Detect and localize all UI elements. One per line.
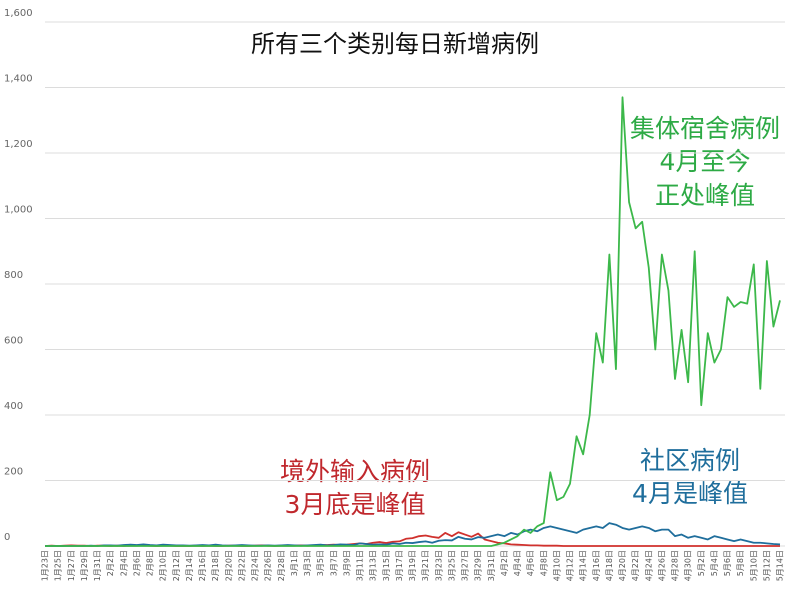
x-tick-label: 4月8日	[539, 550, 548, 576]
x-tick-label: 3月5日	[316, 550, 325, 576]
x-tick-label: 5月10日	[749, 550, 758, 581]
x-tick-label: 3月21日	[421, 550, 430, 581]
x-tick-label: 3月3日	[303, 550, 312, 576]
x-tick-label: 2月12日	[172, 550, 181, 581]
x-tick-label: 4月26日	[657, 550, 666, 581]
x-tick-label: 2月22日	[237, 550, 246, 581]
x-tick-label: 5月8日	[736, 550, 745, 576]
x-tick-label: 4月22日	[631, 550, 640, 581]
x-tick-label: 2月14日	[185, 550, 194, 581]
series-line	[45, 96, 781, 547]
x-tick-label: 4月12日	[566, 550, 575, 581]
annotation: 3月底是峰值	[285, 490, 426, 519]
y-tick-label: 0	[4, 532, 10, 543]
y-tick-label: 1,000	[4, 205, 33, 216]
x-tick-label: 3月15日	[382, 550, 391, 581]
annotation: 4月是峰值	[632, 479, 748, 508]
series-annotation: 集体宿舍病例	[630, 114, 780, 143]
x-tick-label: 5月12日	[762, 550, 771, 581]
x-tick-label: 3月7日	[329, 550, 338, 576]
y-tick-label: 1,200	[4, 139, 33, 150]
x-tick-label: 3月27日	[461, 550, 470, 581]
x-tick-label: 4月20日	[618, 550, 627, 581]
x-tick-label: 2月24日	[251, 550, 260, 581]
x-tick-label: 2月10日	[159, 550, 168, 581]
x-tick-label: 3月17日	[395, 550, 404, 581]
x-tick-label: 4月4日	[513, 550, 522, 576]
y-tick-label: 1,400	[4, 74, 33, 85]
x-tick-label: 5月2日	[697, 550, 706, 576]
x-tick-label: 3月11日	[356, 550, 365, 581]
x-tick-label: 2月18日	[211, 550, 220, 581]
x-tick-label: 2月28日	[277, 550, 286, 581]
x-tick-label: 2月2日	[106, 550, 115, 576]
x-tick-label: 2月8日	[146, 550, 155, 576]
x-tick-label: 3月25日	[447, 550, 456, 581]
series-annotation: 社区病例	[640, 446, 740, 475]
y-tick-label: 200	[4, 467, 23, 478]
x-tick-label: 1月23日	[41, 550, 50, 581]
x-tick-label: 2月20日	[224, 550, 233, 581]
y-tick-label: 800	[4, 270, 23, 281]
x-tick-label: 3月23日	[434, 550, 443, 581]
x-tick-label: 4月2日	[500, 550, 509, 576]
y-tick-label: 1,600	[4, 8, 33, 19]
series-annotation: 境外输入病例	[280, 457, 430, 486]
x-tick-label: 2月6日	[132, 550, 141, 576]
annotation: 4月至今	[660, 147, 751, 176]
x-tick-label: 4月24日	[644, 550, 653, 581]
x-tick-label: 5月4日	[710, 550, 719, 576]
x-tick-label: 2月16日	[198, 550, 207, 581]
x-tick-label: 4月28日	[671, 550, 680, 581]
x-tick-label: 3月13日	[369, 550, 378, 581]
series-line	[45, 522, 781, 547]
chart-title: 所有三个类别每日新增病例	[251, 30, 539, 58]
x-tick-label: 3月29日	[474, 550, 483, 581]
x-tick-label: 3月19日	[408, 550, 417, 581]
x-tick-label: 2月26日	[264, 550, 273, 581]
x-tick-label: 3月1日	[290, 550, 299, 576]
x-tick-label: 4月10日	[552, 550, 561, 581]
y-tick-label: 400	[4, 401, 23, 412]
x-tick-label: 4月30日	[684, 550, 693, 581]
x-tick-label: 3月31日	[487, 550, 496, 581]
x-tick-label: 1月29日	[80, 550, 89, 581]
x-tick-label: 4月18日	[605, 550, 614, 581]
x-tick-label: 2月4日	[119, 550, 128, 576]
x-tick-label: 4月16日	[592, 550, 601, 581]
y-tick-label: 600	[4, 336, 23, 347]
x-tick-label: 1月27日	[67, 550, 76, 581]
x-tick-label: 5月6日	[723, 550, 732, 576]
x-tick-label: 3月9日	[342, 550, 351, 576]
x-tick-label: 4月14日	[579, 550, 588, 581]
x-tick-label: 5月14日	[776, 550, 785, 581]
x-tick-label: 1月31日	[93, 550, 102, 581]
x-tick-label: 4月6日	[526, 550, 535, 576]
annotation: 正处峰值	[655, 181, 755, 210]
x-tick-label: 1月25日	[54, 550, 63, 581]
